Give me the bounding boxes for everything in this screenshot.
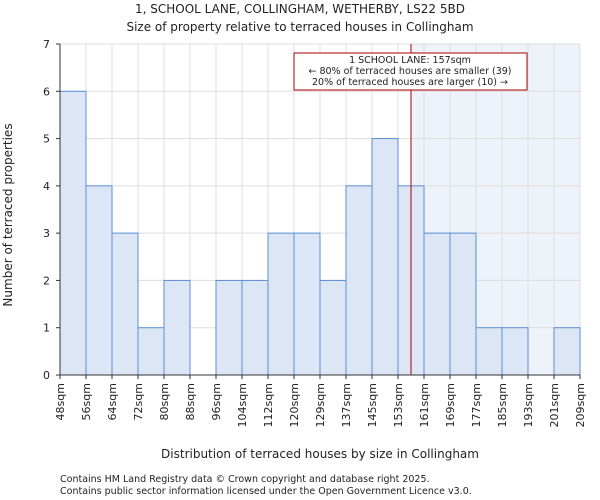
chart-title: 1, SCHOOL LANE, COLLINGHAM, WETHERBY, LS… [135, 2, 465, 16]
y-tick-label: 1 [43, 322, 50, 335]
y-tick-labels: 0 1 2 3 4 5 6 7 [43, 38, 60, 382]
y-tick-label: 6 [43, 85, 50, 98]
x-tick-label: 48sqm [54, 383, 67, 420]
x-tick-label: 112sqm [262, 383, 275, 427]
y-tick-label: 2 [43, 274, 50, 287]
x-tick-label: 56sqm [80, 383, 93, 420]
bar-48sqm [59, 90, 87, 376]
x-tick-label: 153sqm [392, 383, 405, 427]
y-tick-label: 5 [43, 133, 50, 146]
bar-72sqm [137, 327, 165, 376]
bar-161sqm [423, 232, 451, 376]
annotation-box: 1 SCHOOL LANE: 157sqm ← 80% of terraced … [293, 52, 528, 91]
x-tick-label: 120sqm [288, 383, 301, 427]
x-tick-label: 201sqm [548, 383, 561, 427]
annotation-frame [293, 52, 528, 91]
bar-129sqm [319, 279, 347, 376]
x-tick-label: 177sqm [470, 383, 483, 427]
y-tick-label: 4 [43, 180, 50, 193]
x-tick-label: 96sqm [210, 383, 223, 420]
bar-96sqm [215, 279, 243, 376]
bar-104sqm [241, 279, 269, 376]
annotation-line-1: 1 SCHOOL LANE: 157sqm [349, 55, 471, 66]
x-tick-labels: 48sqm 56sqm 64sqm 72sqm 80sqm 88sqm 96sqm 104sq… [54, 375, 587, 427]
y-tick-label: 0 [43, 369, 50, 382]
x-tick-label: 209sqm [574, 383, 587, 427]
x-axis-label: Distribution of terraced houses by size … [161, 447, 479, 461]
y-axis-label: Number of terraced properties [1, 123, 15, 306]
footer-line-1: Contains HM Land Registry data © Crown c… [60, 474, 430, 485]
footer-line-2: Contains public sector information licen… [60, 486, 472, 497]
bar-201sqm [553, 327, 581, 376]
x-tick-label: 137sqm [340, 383, 353, 427]
bar-112sqm [267, 232, 295, 376]
y-tick-label: 7 [43, 38, 50, 51]
bars [59, 90, 581, 376]
annotation-line-2: ← 80% of terraced houses are smaller (39… [308, 66, 511, 77]
x-tick-label: 161sqm [418, 383, 431, 427]
x-tick-label: 72sqm [132, 383, 145, 420]
bar-169sqm [449, 232, 477, 376]
annotation-line-3: 20% of terraced houses are larger (10) → [312, 77, 508, 88]
x-tick-label: 129sqm [314, 383, 327, 427]
x-tick-label: 88sqm [184, 383, 197, 420]
chart-subtitle: Size of property relative to terraced ho… [126, 20, 473, 34]
bar-145sqm [371, 138, 399, 376]
x-tick-label: 193sqm [522, 383, 535, 427]
bar-137sqm [345, 185, 373, 376]
x-tick-label: 185sqm [496, 383, 509, 427]
x-tick-label: 80sqm [158, 383, 171, 420]
bar-120sqm [293, 232, 321, 376]
bar-177sqm [475, 327, 503, 376]
bar-56sqm [85, 185, 113, 376]
bar-185sqm [501, 327, 529, 376]
bar-64sqm [111, 232, 139, 376]
x-tick-label: 169sqm [444, 383, 457, 427]
y-tick-label: 3 [43, 227, 50, 240]
x-tick-label: 64sqm [106, 383, 119, 420]
bar-80sqm [163, 279, 191, 376]
x-tick-label: 145sqm [366, 383, 379, 427]
x-tick-label: 104sqm [236, 383, 249, 427]
